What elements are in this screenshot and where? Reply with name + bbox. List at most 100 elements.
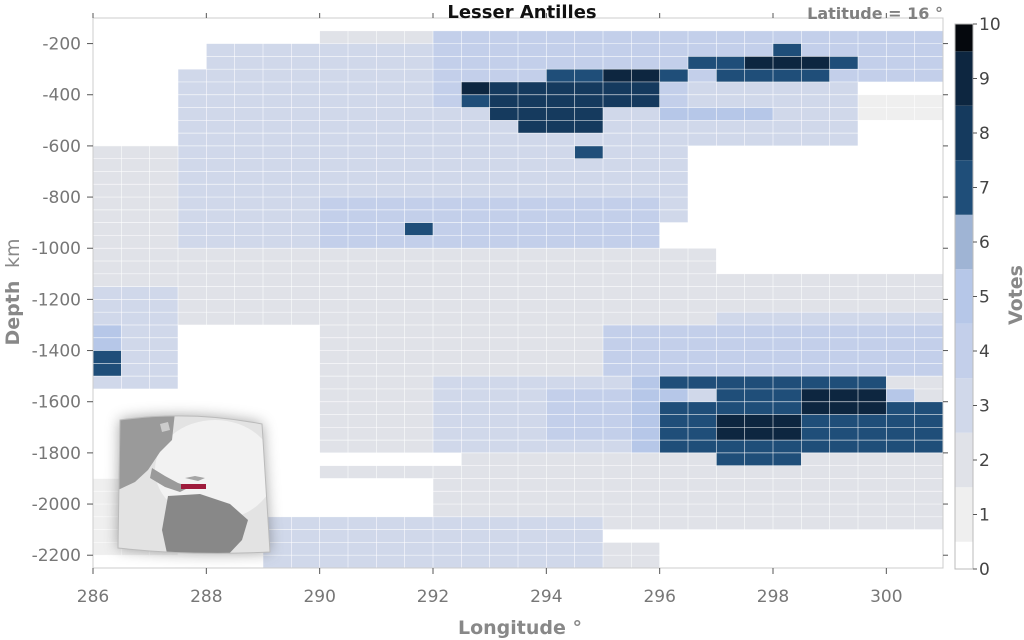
heatmap-cell bbox=[773, 440, 802, 453]
heatmap-cell bbox=[801, 120, 830, 134]
heatmap-cell bbox=[518, 222, 547, 236]
heatmap-cell bbox=[914, 273, 943, 287]
heatmap-cell bbox=[858, 324, 887, 338]
heatmap-cell bbox=[234, 81, 263, 95]
x-tick-label: 290 bbox=[303, 587, 335, 607]
colorbar-segment bbox=[955, 541, 973, 569]
heatmap-cell bbox=[829, 30, 858, 44]
heatmap-cell bbox=[461, 312, 490, 325]
heatmap-cell bbox=[121, 222, 150, 236]
heatmap-cell bbox=[234, 184, 263, 198]
heatmap-cell bbox=[773, 465, 802, 479]
heatmap-cell bbox=[149, 248, 178, 262]
heatmap-cell bbox=[744, 440, 773, 453]
heatmap-cell bbox=[773, 56, 802, 70]
heatmap-cell bbox=[489, 555, 518, 568]
heatmap-cell bbox=[348, 94, 377, 108]
heatmap-cell bbox=[914, 107, 943, 121]
heatmap-cell bbox=[121, 324, 150, 338]
y-tick-label: -1800 bbox=[32, 444, 81, 464]
heatmap-cell bbox=[433, 235, 462, 249]
heatmap-cell bbox=[489, 158, 518, 172]
heatmap-cell bbox=[263, 555, 292, 568]
heatmap-cell bbox=[234, 299, 263, 313]
heatmap-cell bbox=[574, 107, 603, 121]
heatmap-cell bbox=[234, 286, 263, 300]
heatmap-cell bbox=[801, 414, 830, 428]
heatmap-cell bbox=[631, 222, 660, 236]
heatmap-cell bbox=[121, 350, 150, 364]
heatmap-cell bbox=[433, 516, 462, 530]
heatmap-cell bbox=[603, 299, 632, 313]
heatmap-cell bbox=[404, 555, 433, 568]
heatmap-cell bbox=[716, 30, 745, 44]
heatmap-cell bbox=[858, 30, 887, 44]
heatmap-cell bbox=[319, 401, 348, 415]
heatmap-cell bbox=[518, 440, 547, 453]
heatmap-cell bbox=[886, 452, 915, 466]
heatmap-cell bbox=[348, 465, 377, 479]
heatmap-cell bbox=[546, 427, 575, 441]
heatmap-cell bbox=[461, 324, 490, 338]
heatmap-cell bbox=[914, 30, 943, 44]
heatmap-cell bbox=[489, 145, 518, 159]
y-axis-title-main: Depth bbox=[2, 281, 24, 346]
heatmap-cell bbox=[546, 504, 575, 517]
heatmap-cell bbox=[914, 414, 943, 428]
heatmap-cell bbox=[376, 273, 405, 287]
heatmap-cell bbox=[348, 184, 377, 198]
heatmap-cell bbox=[93, 273, 122, 287]
heatmap-cell bbox=[688, 401, 717, 415]
heatmap-cell bbox=[574, 56, 603, 70]
heatmap-cell bbox=[121, 248, 150, 262]
heatmap-cell bbox=[376, 427, 405, 441]
heatmap-cell bbox=[574, 286, 603, 300]
heatmap-cell bbox=[829, 312, 858, 325]
heatmap-cell bbox=[518, 261, 547, 274]
heatmap-cell bbox=[319, 94, 348, 108]
heatmap-cell bbox=[773, 478, 802, 492]
heatmap-cell bbox=[263, 133, 292, 146]
heatmap-cell bbox=[603, 363, 632, 377]
heatmap-cell bbox=[744, 120, 773, 134]
heatmap-cell bbox=[291, 81, 320, 95]
heatmap-cell bbox=[801, 299, 830, 313]
heatmap-cell bbox=[688, 337, 717, 351]
heatmap-cell bbox=[716, 324, 745, 338]
heatmap-cell bbox=[801, 491, 830, 505]
heatmap-cell bbox=[659, 107, 688, 121]
heatmap-cell bbox=[829, 94, 858, 108]
x-tick-label: 296 bbox=[643, 587, 675, 607]
heatmap-cell bbox=[744, 81, 773, 95]
y-axis-ticks: -200 -400 -600 -800 -1000 -1200 -1400 -1600 -180… bbox=[32, 35, 948, 566]
heatmap-cell bbox=[518, 286, 547, 300]
heatmap-cell bbox=[348, 30, 377, 44]
heatmap-cell bbox=[829, 107, 858, 121]
heatmap-cell bbox=[206, 248, 235, 262]
heatmap-cell bbox=[206, 145, 235, 159]
heatmap-cell bbox=[121, 235, 150, 249]
heatmap-cell bbox=[404, 516, 433, 530]
heatmap-cell bbox=[433, 30, 462, 44]
heatmap-cell bbox=[546, 171, 575, 185]
colorbar-segment bbox=[955, 105, 973, 161]
heatmap-cell bbox=[263, 81, 292, 95]
heatmap-cell bbox=[348, 312, 377, 325]
heatmap-cell bbox=[518, 30, 547, 44]
colorbar-tick-label: 8 bbox=[979, 124, 990, 144]
heatmap-cell bbox=[829, 363, 858, 377]
heatmap-cell bbox=[433, 337, 462, 351]
heatmap-cell bbox=[688, 107, 717, 121]
heatmap-cell bbox=[121, 145, 150, 159]
heatmap-cell bbox=[603, 209, 632, 223]
heatmap-cell bbox=[291, 171, 320, 185]
heatmap-cell bbox=[659, 452, 688, 466]
heatmap-cell bbox=[801, 56, 830, 70]
heatmap-cell bbox=[461, 120, 490, 134]
heatmap-cell bbox=[773, 350, 802, 364]
heatmap-cell bbox=[659, 376, 688, 389]
heatmap-cell bbox=[461, 299, 490, 313]
heatmap-cell bbox=[773, 107, 802, 121]
heatmap-cell bbox=[574, 504, 603, 517]
heatmap-cell bbox=[433, 261, 462, 274]
